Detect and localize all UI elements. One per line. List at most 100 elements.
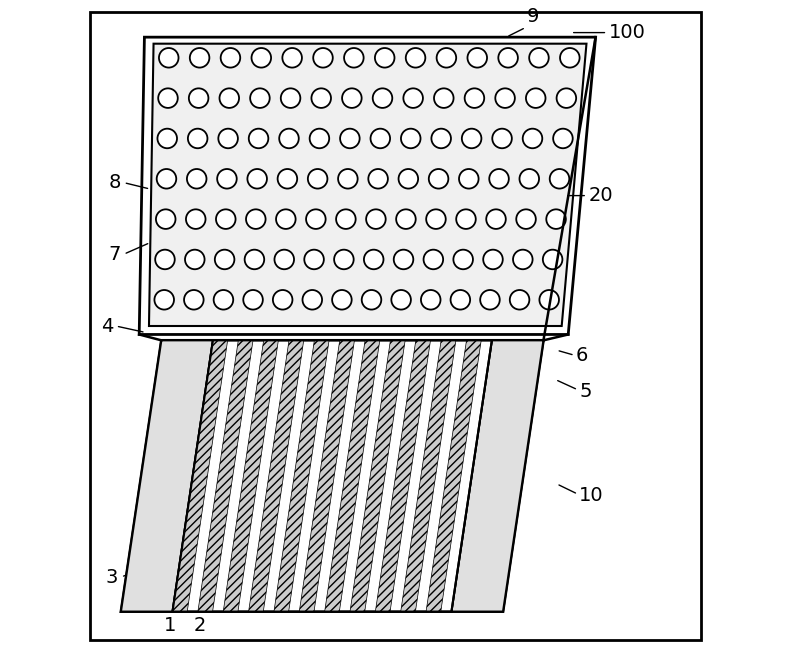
Polygon shape: [426, 340, 482, 612]
Circle shape: [332, 290, 352, 310]
Circle shape: [394, 250, 414, 269]
Text: 3: 3: [106, 567, 118, 587]
Circle shape: [429, 169, 448, 188]
Circle shape: [251, 48, 271, 68]
Circle shape: [516, 209, 536, 229]
Circle shape: [510, 290, 530, 310]
Circle shape: [421, 290, 441, 310]
Circle shape: [492, 128, 512, 148]
Circle shape: [186, 209, 206, 229]
Circle shape: [281, 89, 300, 108]
Circle shape: [250, 89, 270, 108]
Circle shape: [185, 250, 205, 269]
Circle shape: [158, 89, 178, 108]
Polygon shape: [299, 340, 354, 612]
Polygon shape: [149, 44, 586, 326]
Circle shape: [465, 89, 484, 108]
Circle shape: [431, 128, 451, 148]
Circle shape: [189, 89, 209, 108]
Circle shape: [279, 128, 298, 148]
Circle shape: [214, 290, 234, 310]
Circle shape: [403, 89, 423, 108]
Text: 2: 2: [194, 616, 206, 635]
Circle shape: [273, 290, 293, 310]
Circle shape: [245, 250, 264, 269]
Text: 4: 4: [101, 316, 113, 336]
Circle shape: [560, 48, 579, 68]
Circle shape: [155, 250, 174, 269]
Circle shape: [557, 89, 576, 108]
Polygon shape: [121, 340, 213, 612]
Text: 1: 1: [164, 616, 177, 635]
Circle shape: [543, 250, 562, 269]
Circle shape: [391, 290, 411, 310]
Circle shape: [302, 290, 322, 310]
Circle shape: [187, 169, 206, 188]
Polygon shape: [198, 340, 253, 612]
Polygon shape: [121, 340, 543, 612]
Circle shape: [519, 169, 539, 188]
Circle shape: [373, 89, 392, 108]
Circle shape: [274, 250, 294, 269]
Text: 10: 10: [579, 486, 604, 505]
Circle shape: [249, 128, 268, 148]
Circle shape: [406, 48, 426, 68]
Circle shape: [215, 250, 234, 269]
Circle shape: [498, 48, 518, 68]
Text: 8: 8: [109, 173, 121, 192]
Circle shape: [314, 48, 333, 68]
Text: 9: 9: [527, 7, 539, 26]
Circle shape: [522, 128, 542, 148]
Circle shape: [366, 209, 386, 229]
Circle shape: [462, 128, 482, 148]
Circle shape: [370, 128, 390, 148]
Circle shape: [308, 169, 327, 188]
Circle shape: [219, 89, 239, 108]
Circle shape: [184, 290, 204, 310]
Polygon shape: [139, 37, 595, 334]
Circle shape: [483, 250, 502, 269]
Circle shape: [426, 209, 446, 229]
Text: 100: 100: [609, 23, 646, 42]
Circle shape: [243, 290, 263, 310]
Circle shape: [306, 209, 326, 229]
Circle shape: [338, 169, 358, 188]
Circle shape: [190, 48, 210, 68]
Circle shape: [459, 169, 478, 188]
Polygon shape: [223, 340, 278, 612]
Circle shape: [218, 128, 238, 148]
Circle shape: [157, 169, 176, 188]
Circle shape: [480, 290, 500, 310]
Circle shape: [467, 48, 487, 68]
Circle shape: [278, 169, 297, 188]
Circle shape: [282, 48, 302, 68]
Polygon shape: [173, 340, 228, 612]
Circle shape: [539, 290, 559, 310]
Circle shape: [311, 89, 331, 108]
Circle shape: [340, 128, 360, 148]
Circle shape: [304, 250, 324, 269]
Circle shape: [247, 169, 267, 188]
Circle shape: [246, 209, 266, 229]
Circle shape: [546, 209, 566, 229]
Circle shape: [490, 169, 509, 188]
Circle shape: [364, 250, 383, 269]
Circle shape: [513, 250, 533, 269]
Circle shape: [456, 209, 476, 229]
Circle shape: [434, 89, 454, 108]
Circle shape: [154, 290, 174, 310]
Circle shape: [276, 209, 296, 229]
Circle shape: [396, 209, 416, 229]
Text: 5: 5: [579, 381, 592, 401]
Circle shape: [310, 128, 330, 148]
Circle shape: [159, 48, 178, 68]
Circle shape: [401, 128, 421, 148]
Circle shape: [158, 128, 177, 148]
Circle shape: [495, 89, 515, 108]
Circle shape: [368, 169, 388, 188]
Circle shape: [375, 48, 394, 68]
Circle shape: [550, 169, 570, 188]
Circle shape: [362, 290, 382, 310]
Text: 7: 7: [109, 244, 121, 264]
Circle shape: [454, 250, 473, 269]
